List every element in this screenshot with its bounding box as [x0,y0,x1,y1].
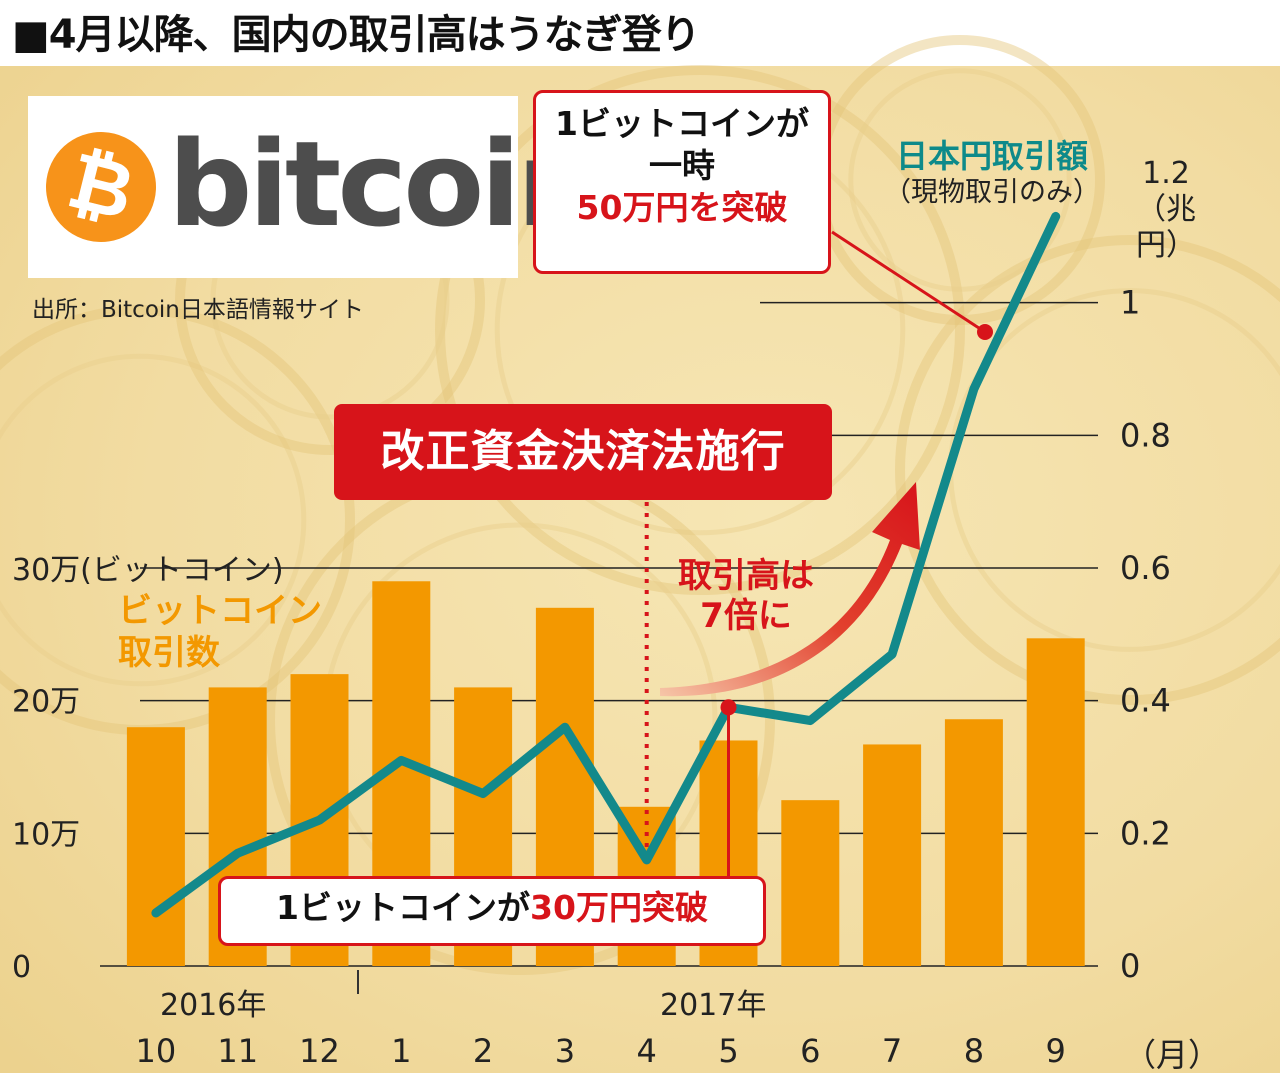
coin-ring [435,65,965,595]
legend-jpy-volume-sub: （現物取引のみ） [884,177,1100,208]
coin-inner-ring [0,353,307,687]
callout-500k-line2: 一時 [649,146,715,185]
month-unit-label: （月） [1124,1036,1221,1074]
bitcoin-wordmark: bitcoin [168,115,601,253]
right-axis-ticks: 0 0.2 0.4 0.6 0.8 1 [1120,284,1171,985]
right-tick-label: 0.6 [1120,549,1171,587]
bitcoin-icon: ₿ [34,120,168,254]
bitcoin-logo: ₿ bitcoin [28,96,601,278]
pointer-dot-500k [977,324,993,340]
legend-btc-count: ビットコイン 取引数 [118,590,322,674]
callout-500k-line1: 1ビットコインが [555,104,809,143]
callout-300k-part1: 1ビットコインが [276,888,531,927]
pointer-500k [831,230,986,334]
callout-500k-line3: 50万円を突破 [576,188,788,227]
left-tick-label: 0 [12,950,31,985]
bar-9 [1026,638,1085,966]
right-axis-unit-label: （兆円） [1136,192,1196,263]
bar-10 [126,727,185,966]
right-tick-label: 0.2 [1120,814,1171,852]
legend-btc-count-line1: ビットコイン [118,591,322,631]
coin-ring [895,235,1280,705]
growth-note-line1: 取引高は [678,556,814,596]
right-axis-unit: 1.2 （兆円） [1118,156,1214,264]
left-tick-label: 20万 [12,685,80,720]
coin-inner-ring [848,68,1072,292]
legend-jpy-volume: 日本円取引額 （現物取引のみ） [862,136,1122,210]
event-label: 改正資金決済法施行 [334,404,832,500]
month-label: 4 [637,1032,657,1070]
callout-pointers [720,230,993,876]
month-label: 11 [217,1032,258,1070]
month-label: 10 [136,1032,177,1070]
left-axis-unit-label: 30万(ビットコイン) [12,553,284,588]
month-label: 12 [299,1032,340,1070]
bar-7 [863,744,922,966]
callout-300k-part2: 30万円突破 [530,888,708,927]
month-label: 2 [473,1032,493,1070]
source-note: 出所：Bitcoin日本語情報サイト [32,297,364,323]
right-axis-top-tick: 1.2 [1142,156,1190,191]
callout-500k: 1ビットコインが 一時 50万円を突破 [533,90,831,274]
jpy-volume-line [151,211,1061,918]
legend-jpy-volume-name: 日本円取引額 [895,137,1088,175]
month-label: 5 [718,1032,738,1070]
right-tick-label: 0.8 [1120,416,1171,454]
month-labels: 10 11 12 1 2 3 4 5 6 7 8 9 [136,1032,1066,1070]
month-label: 1 [391,1032,411,1070]
month-label: 6 [800,1032,820,1070]
right-tick-label: 1 [1120,284,1140,322]
month-label: 8 [964,1032,984,1070]
legend-btc-count-line2: 取引数 [118,633,220,673]
month-label: 9 [1046,1032,1066,1070]
bar-8 [944,719,1003,966]
growth-note: 取引高は 7倍に [652,556,840,636]
year-label-2016: 2016年 [160,988,267,1023]
right-tick-label: 0.4 [1120,682,1171,720]
right-tick-label: 0 [1120,947,1140,985]
year-label-2017: 2017年 [660,988,767,1023]
left-tick-label: 10万 [12,817,80,852]
left-axis-ticks: 0 10万 20万 [12,685,80,985]
chart-title: ■4月以降、国内の取引高はうなぎ登り [12,12,701,58]
month-label: 3 [555,1032,575,1070]
callout-300k: 1ビットコインが30万円突破 [218,876,766,946]
bar-6 [781,800,840,966]
growth-note-line2: 7倍に [700,596,792,636]
pointer-dot-300k [720,699,737,716]
growth-arrow [660,482,920,697]
month-label: 7 [882,1032,902,1070]
